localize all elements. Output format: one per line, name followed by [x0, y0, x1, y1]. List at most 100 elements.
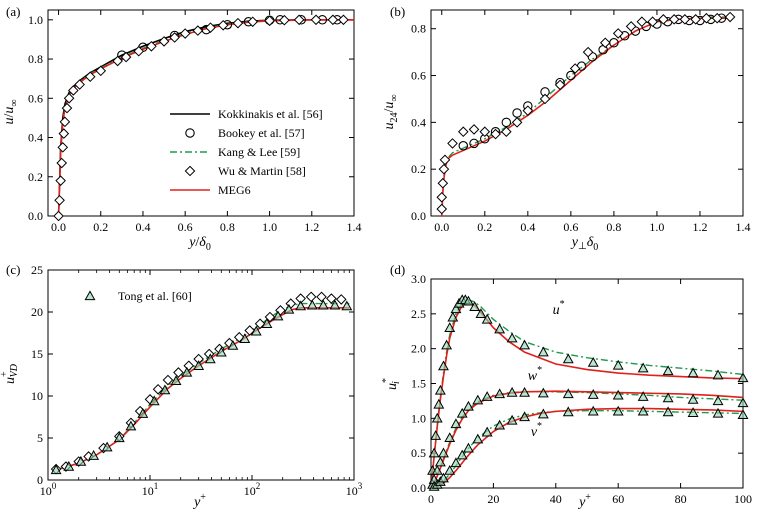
x-tick-label: 1.4: [347, 220, 362, 234]
diamond-marker: [146, 40, 157, 52]
diamond-marker: [179, 28, 191, 39]
legend: Tong et al. [60]: [84, 289, 192, 303]
triangle-marker: [562, 388, 574, 399]
triangle-marker: [444, 432, 456, 443]
diamond-marker: [232, 17, 244, 29]
diamond-marker: [63, 92, 75, 104]
diamond-marker: [338, 14, 349, 26]
x-tick-label: 80: [675, 492, 687, 506]
y-tick-label: 0.2: [411, 162, 426, 176]
legend-label: MEG6: [218, 183, 251, 197]
diamond-marker: [183, 360, 195, 372]
triangle-marker: [125, 420, 137, 431]
series-line-green-dashdot: [431, 299, 743, 488]
diamond-marker: [133, 45, 145, 57]
triangle-marker: [239, 333, 251, 344]
diamond-marker: [279, 14, 290, 26]
x-tick-label: 0.8: [220, 220, 235, 234]
diamond-marker: [554, 79, 566, 91]
triangle-marker: [428, 447, 440, 458]
x-tick-label: 1.0: [649, 220, 664, 234]
panel-2: 0.0 0.2 0.4 0.6 0.8 1.0 1.2 1.4 0.0 0.2 0.4 0.6 0.8: [411, 9, 751, 234]
triangle-marker: [283, 303, 295, 314]
panel-label: (d): [390, 262, 405, 277]
diamond-marker: [59, 116, 71, 128]
diamond-marker: [438, 163, 450, 175]
diamond-marker: [61, 102, 73, 114]
triangle-marker: [662, 365, 674, 376]
triangle-marker: [450, 303, 462, 314]
triangle-marker: [472, 394, 484, 405]
legend-label: Bookey et al. [57]: [218, 126, 305, 140]
panel-1: 0.0 0.2 0.4 0.6 0.8 1.0 1.2 1.4 0.0 0.2 0.4 0.6 0.8 1…: [28, 9, 362, 234]
x-tick-label: 103: [346, 481, 363, 498]
triangle-marker: [475, 308, 487, 319]
triangle-marker: [737, 372, 749, 383]
triangle-marker: [637, 391, 649, 401]
triangle-marker: [519, 339, 531, 350]
triangle-marker: [261, 318, 273, 328]
curve-annotation: w*: [528, 365, 542, 384]
diamond-marker: [436, 191, 448, 203]
y-tick-label: 0.8: [411, 22, 426, 36]
triangle-marker: [494, 388, 506, 399]
diamond-marker: [711, 12, 723, 24]
y-tick-label: 3.0: [411, 272, 426, 286]
legend-marker: [185, 128, 195, 138]
diamond-marker: [724, 11, 736, 23]
diamond-marker: [327, 14, 339, 26]
x-tick-label: 0.0: [434, 220, 449, 234]
y-tick-label: 1.5: [411, 377, 426, 391]
x-tick-label: 0.4: [520, 220, 535, 234]
diamond-marker: [310, 14, 322, 26]
x-tick-label: 100: [734, 492, 752, 506]
y-tick-label: 15: [31, 347, 43, 361]
y-tick-label: 5: [37, 431, 43, 445]
diamond-marker: [468, 124, 480, 135]
triangle-marker: [687, 367, 699, 378]
diamond-marker: [439, 154, 451, 166]
y-axis-label: u+VD: [0, 363, 20, 384]
diamond-marker: [58, 128, 70, 139]
triangle-marker: [101, 441, 113, 452]
x-tick-label: 0.4: [135, 220, 150, 234]
x-tick-label: 101: [142, 481, 159, 498]
triangle-marker: [662, 392, 674, 403]
y-tick-label: 0.4: [28, 131, 43, 145]
triangle-marker: [519, 386, 531, 397]
triangle-marker: [450, 418, 462, 429]
triangle-marker: [444, 322, 456, 332]
panel-4: 0 20 40 60 80 100 0.0 0.5 1.0 1.5 2.0 2.5 3.0 u* w* v*: [411, 272, 752, 506]
series-group: [431, 299, 743, 488]
triangle-marker: [587, 356, 599, 367]
y-axis-label: u24/u∞: [382, 94, 400, 129]
triangle-marker: [159, 384, 171, 395]
x-tick-label: 60: [612, 492, 624, 506]
diamond-marker: [326, 293, 337, 304]
triangle-marker: [519, 411, 531, 422]
x-tick-label: 1.2: [692, 220, 707, 234]
x-tick-label: 102: [244, 481, 261, 498]
triangle-marker: [469, 301, 481, 312]
triangle-marker: [737, 397, 749, 408]
diamond-marker: [173, 367, 184, 378]
diamond-marker: [293, 14, 305, 26]
diamond-marker: [501, 126, 512, 138]
series-line-red-line: [440, 17, 733, 216]
diamond-marker: [247, 16, 259, 28]
diamond-marker: [511, 117, 523, 128]
circle-marker: [458, 141, 469, 151]
triangle-marker: [612, 405, 624, 416]
triangle-marker: [227, 339, 239, 350]
y-tick-label: 0.0: [411, 481, 426, 495]
triangle-marker: [637, 405, 649, 416]
triangle-marker: [250, 325, 262, 336]
triangle-marker: [63, 460, 75, 471]
diamond-marker: [582, 46, 594, 58]
y-tick-label: 0: [37, 473, 43, 487]
plot-frame: [47, 269, 355, 481]
triangle-marker: [438, 472, 449, 483]
triangle-marker: [456, 407, 468, 418]
x-tick-label: 0: [428, 492, 434, 506]
